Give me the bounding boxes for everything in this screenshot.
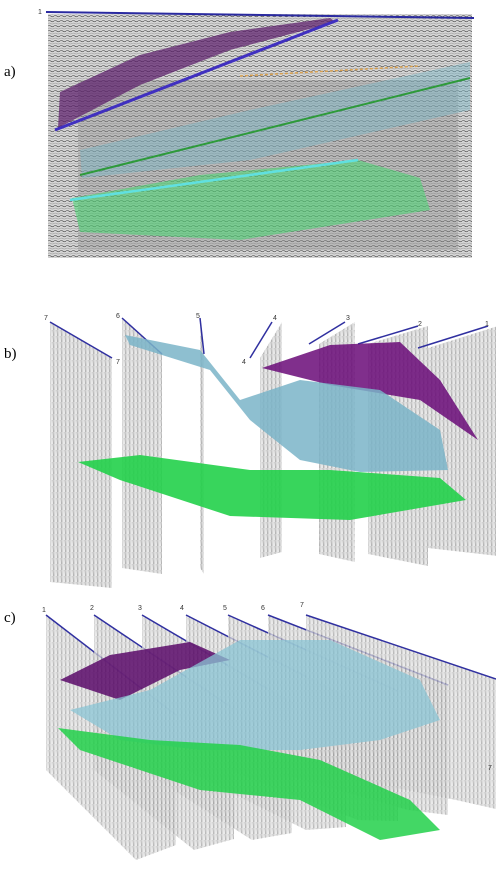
gpr-profile [200,318,204,574]
green-horizon [72,160,430,240]
profile-line [305,614,496,680]
panel-label: b) [4,346,17,362]
line-label: 2 [90,605,94,612]
profile-line [417,325,489,349]
line-label: 2 [418,321,422,328]
line-label: 7 [44,315,48,322]
panel-label: c) [4,610,16,626]
profile-line [199,317,205,355]
gpr-profile [50,322,112,588]
green-horizon [78,455,466,520]
purple-horizon [60,642,230,700]
profile-line [308,321,346,345]
blue-horizon [70,640,440,750]
line-label: 6 [116,313,120,320]
line-label: 1 [38,9,42,16]
line-label: 5 [196,313,200,320]
panel-label: a) [4,64,16,80]
horizon-line [69,158,359,202]
line-label: 4 [273,315,277,322]
horizon-line [79,77,471,176]
horizon-line [239,65,421,77]
line-label: 4 [242,359,246,366]
panel-b: 7 6 5 4 3 2 1 7 4 [44,313,496,588]
line-label: 5 [223,605,227,612]
line-label: 4 [180,605,184,612]
profile-line [45,11,475,19]
line-label: 6 [261,605,265,612]
line-label: 7 [488,765,492,772]
profile-line [357,325,419,345]
purple-horizon [58,18,336,128]
line-label: 1 [42,607,46,614]
blue-horizon [125,335,448,472]
green-horizon [58,728,440,840]
line-label: 3 [138,605,142,612]
line-label: 3 [346,315,350,322]
line-label: 7 [300,602,304,609]
gpr-profile [122,318,162,574]
profile-line [249,321,273,359]
blue-horizon [80,62,470,178]
horizon-line [54,18,339,132]
panel-c: 1 2 3 4 5 6 7 7 [42,602,496,860]
profile-line [49,321,113,359]
line-label: 1 [485,321,489,328]
line-label: 7 [116,359,120,366]
